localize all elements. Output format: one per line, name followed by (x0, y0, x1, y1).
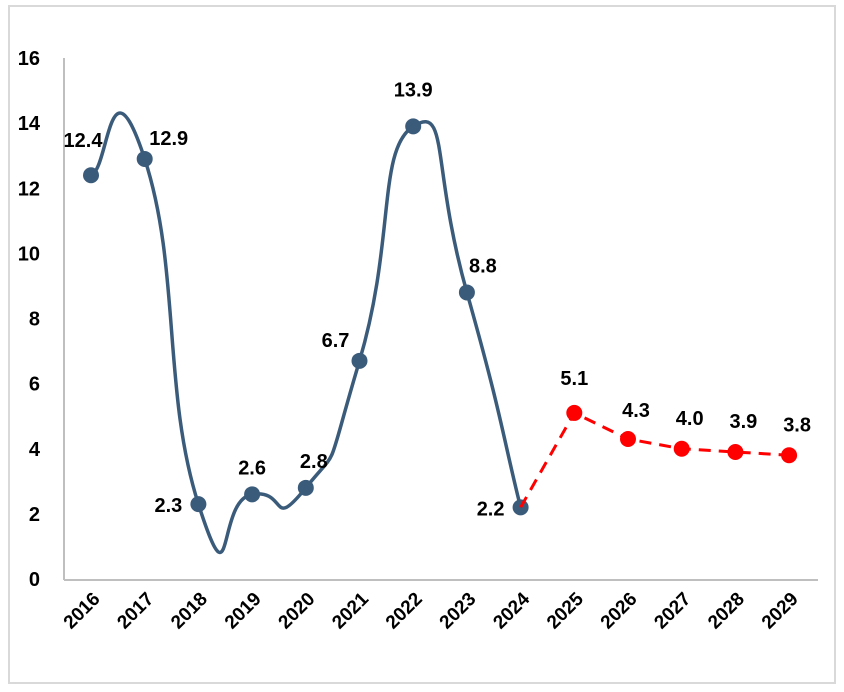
x-tick-label: 2020 (275, 589, 320, 634)
data-label: 2.6 (238, 457, 266, 479)
y-tick-label: 8 (29, 309, 40, 331)
data-label: 4.3 (622, 400, 650, 422)
data-label: 13.9 (394, 79, 433, 101)
x-tick-label: 2017 (113, 589, 158, 634)
x-tick-label: 2023 (436, 589, 481, 634)
data-point (190, 496, 207, 513)
x-tick-label: 2027 (650, 589, 695, 634)
data-label: 6.7 (322, 330, 350, 352)
data-point (727, 444, 744, 461)
data-label: 3.8 (783, 414, 811, 436)
data-point (83, 167, 99, 184)
y-tick-label: 6 (29, 374, 40, 396)
data-point (351, 352, 368, 369)
x-tick-label: 2018 (167, 589, 212, 634)
y-tick-label: 0 (29, 569, 40, 591)
x-tick-label: 2026 (597, 589, 642, 634)
x-tick-label: 2025 (543, 588, 588, 633)
data-point (136, 150, 153, 167)
chart-frame (8, 5, 836, 684)
data-label: 8.8 (469, 255, 497, 277)
x-tick-label: 2021 (328, 588, 373, 633)
x-tick-label: 2019 (221, 589, 266, 634)
y-tick-label: 12 (18, 178, 40, 200)
data-label: 5.1 (560, 368, 588, 390)
data-label: 2.8 (300, 451, 328, 473)
y-tick-label: 16 (18, 48, 40, 70)
data-point (297, 479, 314, 496)
data-point (781, 447, 798, 464)
y-tick-label: 14 (18, 113, 41, 135)
y-tick-label: 2 (29, 504, 40, 526)
data-label: 12.9 (149, 128, 188, 150)
y-tick-label: 10 (18, 243, 40, 265)
x-tick-label: 2024 (489, 588, 534, 633)
x-tick-label: 2028 (704, 589, 749, 634)
data-point (673, 440, 690, 457)
x-tick-label: 2029 (758, 589, 803, 634)
data-label: 2.2 (477, 498, 505, 520)
data-point (620, 430, 636, 447)
data-label: 4.0 (676, 408, 704, 430)
x-tick-label: 2022 (382, 589, 427, 634)
data-point (405, 118, 422, 135)
data-point (458, 284, 475, 301)
data-label: 3.9 (729, 411, 757, 433)
x-tick-label: 2016 (60, 589, 105, 634)
series-line-1 (519, 410, 790, 509)
y-tick-label: 4 (29, 439, 41, 461)
data-label: 2.3 (154, 495, 182, 517)
data-point (566, 404, 583, 421)
data-label: 12.4 (64, 130, 104, 152)
data-point (244, 486, 261, 503)
